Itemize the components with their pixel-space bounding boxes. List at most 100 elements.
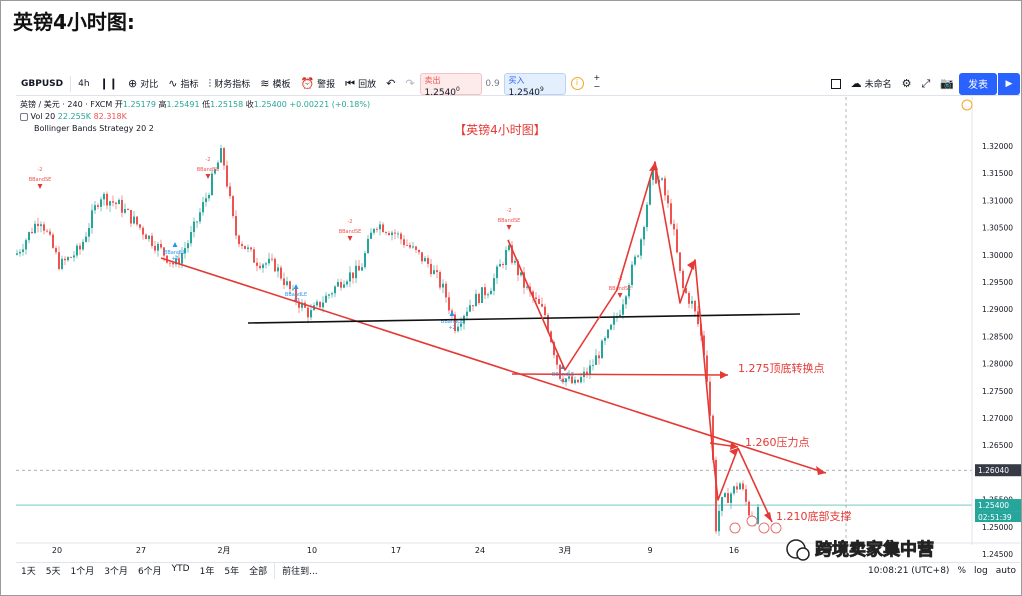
- sell-button[interactable]: 卖出 1.25400: [419, 72, 482, 97]
- candle-body: [229, 186, 231, 197]
- buy-button[interactable]: 买入 1.25409: [503, 72, 566, 97]
- candle-body: [718, 510, 720, 532]
- range-button-5[interactable]: YTD: [171, 564, 190, 574]
- alert-label: 警报: [317, 80, 336, 90]
- candle-body: [478, 293, 480, 303]
- candle-body: [55, 247, 57, 253]
- settings-button[interactable]: ⚙: [897, 73, 917, 95]
- quantity-stepper[interactable]: + −: [589, 73, 606, 95]
- candle-body: [445, 283, 447, 298]
- range-button-1[interactable]: 5天: [45, 567, 61, 577]
- candle-body: [613, 317, 615, 325]
- candle-body: [703, 335, 705, 356]
- drawings-layer: [160, 161, 827, 534]
- candle-body: [553, 342, 555, 356]
- undo-button[interactable]: ↶: [381, 73, 400, 95]
- candle-body: [466, 311, 468, 316]
- compare-button[interactable]: ⊕ 对比: [123, 73, 163, 95]
- candle-body: [67, 257, 69, 261]
- range-button-8[interactable]: 全部: [249, 567, 268, 577]
- range-button-4[interactable]: 6个月: [137, 567, 162, 577]
- play-button[interactable]: ▶: [998, 72, 1020, 95]
- range-button-6[interactable]: 1年: [199, 567, 215, 577]
- signal-bandse-label: BBandSE: [197, 167, 220, 173]
- candle-body: [22, 249, 24, 252]
- layout-name-button[interactable]: ☁ 未命名: [846, 73, 897, 95]
- financials-button[interactable]: ⫶ 财务指标: [203, 73, 255, 95]
- time-tick-label: 24: [475, 546, 485, 555]
- interval-button[interactable]: 4h: [73, 73, 94, 95]
- gear-icon: ⚙: [901, 77, 912, 90]
- candle-body: [394, 232, 396, 234]
- candle-body: [199, 212, 201, 222]
- chart-type-button[interactable]: ❙❙: [95, 73, 123, 95]
- expand-icon: ⤢: [921, 76, 931, 90]
- candle-body: [190, 232, 192, 244]
- log-toggle[interactable]: log: [974, 565, 988, 576]
- template-label: 模板: [272, 80, 291, 90]
- candle-body: [70, 257, 72, 258]
- range-button-0[interactable]: 1天: [21, 567, 36, 577]
- template-button[interactable]: ≋ 模板: [255, 73, 295, 95]
- candle-body: [316, 301, 318, 306]
- alert-button[interactable]: ⏰ 警报: [295, 73, 340, 95]
- candle-body: [736, 486, 738, 490]
- sell-arrow-icon: [617, 293, 623, 298]
- candle-body: [469, 305, 471, 312]
- publish-button[interactable]: 发表: [959, 72, 997, 95]
- candle-body: [391, 232, 393, 236]
- candle-body: [508, 245, 510, 251]
- symbol-search-button[interactable]: GBPUSD: [16, 73, 68, 95]
- candle-body: [178, 258, 180, 264]
- candle-body: [64, 258, 66, 261]
- candle-body: [370, 232, 372, 239]
- volume-row[interactable]: Vol 20 22.255K 82.318K: [20, 111, 370, 123]
- square-icon: [830, 78, 841, 89]
- snapshot-button[interactable]: 📷: [935, 73, 959, 95]
- candle-body: [595, 355, 597, 366]
- candle-body: [154, 245, 156, 251]
- candle-body: [238, 235, 240, 245]
- range-button-3[interactable]: 3个月: [104, 567, 128, 577]
- candle-body: [709, 381, 711, 416]
- percent-toggle[interactable]: %: [957, 565, 966, 576]
- expand-button[interactable]: ⤢: [916, 73, 935, 95]
- clock: 10:08:21 (UTC+8): [868, 565, 950, 576]
- candle-body: [574, 379, 576, 384]
- signal-bandle-label: BBandLE: [552, 372, 574, 378]
- candle-body: [544, 306, 546, 316]
- indicators-button[interactable]: ∿ 指标: [163, 73, 203, 95]
- goto-button[interactable]: 前往到...: [282, 567, 318, 577]
- last-price-badge: 1.25400: [978, 501, 1009, 510]
- signal-minus-label: -2: [348, 219, 353, 225]
- range-button-7[interactable]: 5年: [224, 567, 240, 577]
- info-button[interactable]: i: [566, 73, 589, 95]
- fullscreen-toggle[interactable]: [826, 73, 846, 95]
- candle-body: [388, 232, 390, 236]
- buy-arrow-icon: [172, 242, 178, 247]
- crosshair-price-badge-bg: [975, 464, 1021, 477]
- signal-minus-label: -2: [38, 167, 43, 173]
- candle-body: [649, 179, 651, 205]
- candle-body: [160, 243, 162, 248]
- candle-body: [226, 165, 228, 187]
- candle-body: [109, 201, 111, 206]
- candle-body: [43, 224, 45, 231]
- candle-body: [481, 287, 483, 303]
- candle-body: [727, 493, 729, 503]
- replay-button[interactable]: ⏮ 回放: [340, 73, 381, 95]
- candle-body: [217, 162, 219, 170]
- sell-arrow-icon: [205, 174, 211, 179]
- redo-button[interactable]: ↷: [400, 73, 419, 95]
- candle-body: [442, 283, 444, 288]
- range-button-2[interactable]: 1个月: [70, 567, 95, 577]
- candle-body: [397, 233, 399, 235]
- auto-toggle[interactable]: auto: [995, 565, 1016, 576]
- candle-body: [667, 195, 669, 204]
- candle-body: [373, 228, 375, 233]
- candle-body: [235, 215, 237, 236]
- price-tick-label: 1.24500: [982, 550, 1013, 559]
- toolbar-divider: [70, 75, 72, 92]
- strategy-row[interactable]: Bollinger Bands Strategy 20 2: [20, 123, 370, 135]
